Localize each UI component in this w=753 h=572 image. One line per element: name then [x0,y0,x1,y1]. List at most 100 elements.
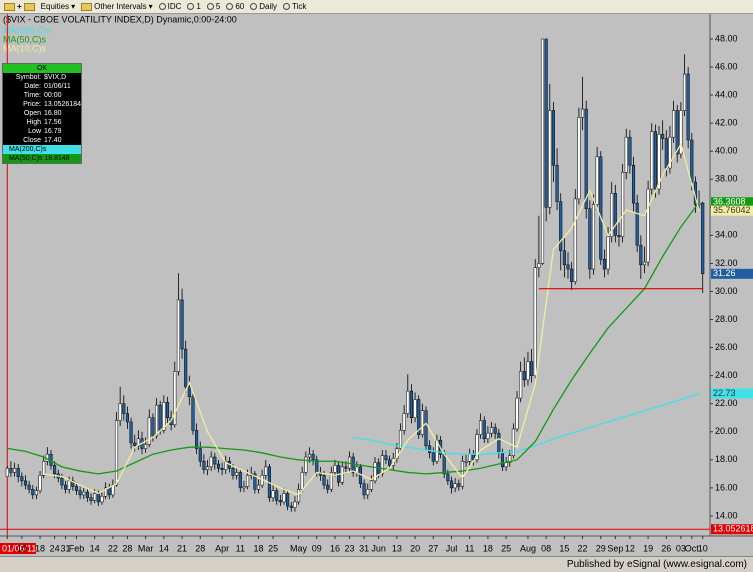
candle-body [184,348,188,388]
candle-body [650,131,654,190]
info-value: $VIX,D [44,74,67,81]
x-tick-label: 22 [108,543,118,553]
toolbar-button[interactable]: 60 [226,2,244,11]
candle-body [362,483,366,496]
candle-body [435,439,439,462]
candle-body [621,171,625,238]
candle-body [213,456,217,465]
info-value: 01/06/11 [44,83,71,90]
y-tick-label: 46.00 [715,61,738,71]
candle-body [155,404,159,437]
x-tick-label: 19 [643,543,653,553]
candle-body [540,38,545,264]
x-tick-label: 11 [236,543,245,553]
candle-body [380,455,384,475]
candle-body [333,465,337,473]
candle-body [107,487,111,496]
candle-body [158,404,162,431]
candle-body [384,455,388,461]
candle-body [442,453,446,475]
y-tick-label: 24.00 [715,370,738,380]
candle-body [522,371,526,381]
candle-body [555,164,559,202]
candle-body [500,452,505,468]
x-tick-label: 13 [392,543,402,553]
x-tick-label: 01/06/11 [2,543,36,553]
toolbar-button[interactable]: Other Intervals ▾ [81,2,153,11]
candle-body [125,413,129,423]
candle-body [329,472,333,490]
candle-body [635,202,639,246]
candle-body [599,156,603,260]
candle-body [690,139,694,183]
candle-body [275,490,279,501]
toolbar-button[interactable]: IDC [158,2,181,11]
info-key: Price: [23,101,41,108]
toolbar-button[interactable]: 5 [206,2,220,11]
candle-body [515,397,519,430]
info-key: Date: [24,83,41,90]
toolbar-button[interactable]: Equities ▾ [40,2,76,11]
candle-body [31,489,35,496]
candle-body [13,467,17,473]
candle-body [519,371,523,399]
info-row: Close 17.40 [3,136,81,145]
candle-body [216,463,221,469]
candle-body [224,460,228,470]
last-value-box [711,388,753,399]
info-key: Time: [23,92,41,99]
y-tick-label: 30.00 [715,286,738,296]
x-tick-label: 28 [195,543,205,553]
candle-body [176,299,180,372]
candle-body [606,236,610,270]
legend-entry: MA(10,C)s [3,43,47,53]
toolbar-button[interactable]: Tick [283,2,306,11]
candle-body [475,434,479,461]
toolbar-button[interactable]: 1 [187,2,201,11]
candle-body [533,267,537,376]
candle-body [71,480,75,487]
info-key: Symbol: [15,74,41,81]
candle-body [613,193,617,236]
x-tick-label: 16 [330,543,340,553]
x-tick-label: Jun [371,543,386,553]
candle-body [27,484,31,490]
candle-body [16,467,20,477]
toolbar-button[interactable]: Daily [250,2,277,11]
x-tick-label: 03 [676,543,686,553]
candle-body [147,417,151,445]
last-value-box [711,197,753,208]
candle-body [493,427,497,434]
x-tick-label: Oct [685,543,700,553]
candle-body [347,456,352,469]
candle-body [646,188,650,263]
candle-body [446,473,450,482]
plot-area [0,14,710,536]
candle-body [129,421,133,444]
candle-body [67,480,71,490]
candle-body [344,466,348,469]
info-rows: Symbol: $VIX,D Date: 01/06/11 Time: 00:00 Pric… [3,73,81,145]
candle-body [675,110,679,155]
x-tick-label: 22 [578,543,588,553]
y-tick-label: 48.00 [715,33,738,43]
candle-body [584,108,588,209]
y-tick-label: 18.00 [715,454,738,464]
info-value: 16.79 [44,128,62,135]
x-tick-label: 31 [359,543,369,553]
candle-body [508,455,512,463]
x-tick-label: Aug [520,543,536,553]
candle-body [311,453,315,461]
candle-body [544,38,548,208]
y-tick-label: 44.00 [715,89,738,99]
candle-body [264,466,268,476]
x-tick-label: 08 [541,543,551,553]
candle-body [449,480,454,489]
toolbar-icons: + [4,2,35,11]
candle-body [617,235,621,238]
info-row: Price: 13.0526184 [3,100,81,109]
candle-body [34,490,38,496]
candle-body [9,467,13,473]
candle-body [573,198,577,282]
